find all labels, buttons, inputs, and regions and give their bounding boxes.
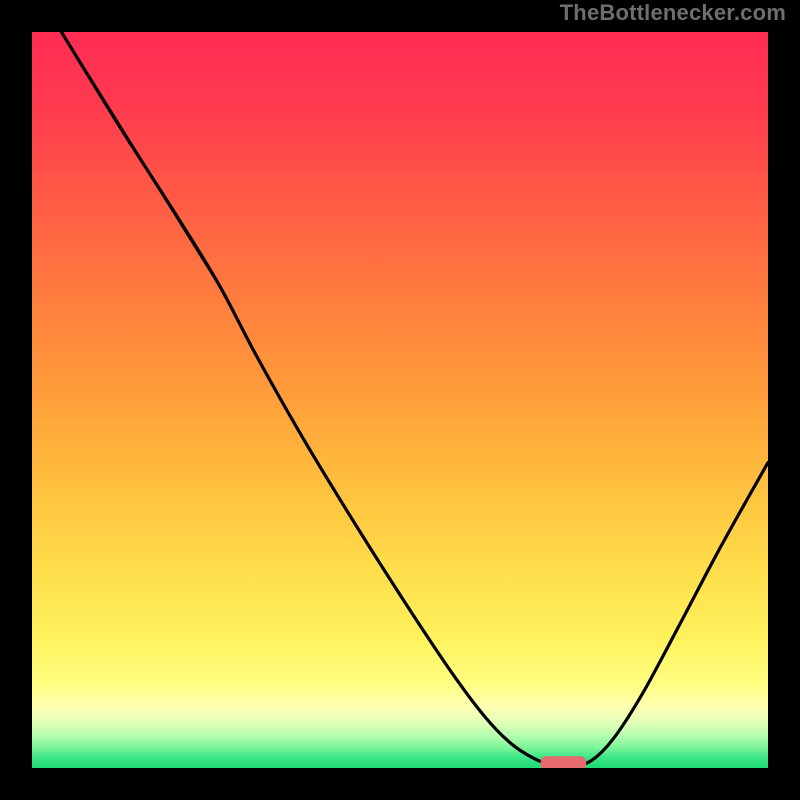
watermark-text: TheBottlenecker.com: [560, 0, 786, 26]
plot-svg: [32, 32, 768, 768]
optimal-marker: [541, 756, 587, 768]
plot-area: [32, 32, 768, 768]
gradient-background: [32, 32, 768, 768]
chart-container: TheBottlenecker.com: [0, 0, 800, 800]
